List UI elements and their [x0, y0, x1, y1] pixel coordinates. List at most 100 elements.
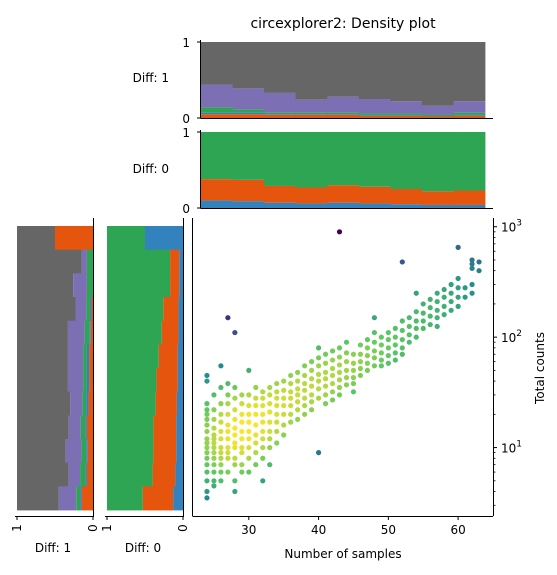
scatter-point-209 — [364, 345, 371, 351]
side0-bar-blue-11 — [80, 486, 82, 511]
side0-bar-blue-10 — [85, 462, 87, 487]
scatter-point-231 — [392, 342, 398, 348]
side1-bar-orange-5 — [158, 344, 178, 369]
side0-bar-gray-0 — [17, 226, 55, 251]
scatter-point-215 — [371, 339, 377, 345]
scatter-point-71 — [239, 401, 245, 407]
side0-bar-purple-5 — [67, 344, 84, 369]
scatter-point-67 — [232, 462, 238, 468]
scatter-point-258 — [434, 298, 440, 305]
scatter-point-3 — [204, 407, 210, 413]
top0-bar-green-0 — [201, 107, 233, 113]
top1-bar-blue-0 — [201, 200, 233, 208]
scatter-xtick-label-1: 40 — [311, 523, 326, 537]
top1-bar-blue-3 — [295, 203, 328, 208]
side0-bar-purple-10 — [68, 462, 81, 487]
top1-bar-blue-7 — [421, 204, 454, 208]
top1-bar-green-3 — [295, 132, 328, 188]
top0-bar-purple-7 — [421, 105, 454, 115]
scatter-point-63 — [232, 432, 238, 438]
scatter-point-89 — [246, 469, 252, 475]
scatter-point-108 — [260, 478, 266, 484]
top1-bar-orange-3 — [295, 187, 328, 204]
side1-bar-green-4 — [107, 320, 162, 345]
scatter-point-208 — [364, 337, 371, 343]
top0-bar-gray-8 — [453, 42, 486, 102]
scatter-point-99 — [260, 389, 266, 395]
top1-bar-orange-1 — [232, 179, 265, 202]
scatter-point-244 — [413, 290, 419, 296]
scatter-point-5 — [204, 416, 210, 422]
top0-bar-purple-3 — [295, 99, 328, 113]
side0-bar-gray-8 — [17, 415, 69, 440]
top0-bar-gray-3 — [295, 42, 328, 100]
scatter-point-279 — [469, 265, 475, 271]
scatter-point-225 — [385, 337, 391, 343]
top0-bar-green-3 — [295, 112, 328, 115]
scatter-point-42 — [218, 462, 224, 468]
scatter-point-164 — [315, 371, 322, 377]
side0-bar-orange-11 — [81, 486, 93, 511]
top0-bar-orange-4 — [327, 114, 360, 118]
scatter-point-197 — [350, 351, 357, 357]
side0-bar-purple-9 — [65, 439, 82, 464]
scatter-point-82 — [246, 402, 252, 409]
scatter-point-178 — [329, 365, 336, 372]
top0-bar-gray-6 — [390, 42, 423, 102]
scatter-point-72 — [239, 411, 245, 417]
top-panel-diff1: Diff: 1 1 0 — [133, 36, 493, 126]
scatter-point-78 — [239, 462, 245, 468]
scatter-point-187 — [336, 369, 343, 375]
scatter-point-243 — [406, 339, 412, 345]
top1-bar-orange-5 — [358, 186, 391, 204]
scatter-point-14 — [204, 469, 210, 475]
side1-bar-orange-8 — [153, 415, 177, 440]
scatter-point-7 — [204, 428, 210, 435]
scatter-point-98 — [253, 462, 259, 468]
scatter-point-88 — [246, 455, 252, 461]
scatter-point-77 — [239, 450, 245, 456]
scatter-point-154 — [309, 359, 315, 365]
scatter-point-106 — [260, 444, 266, 451]
scatter-point-57 — [232, 329, 238, 336]
side0-bar-green-1 — [86, 249, 93, 274]
scatter-point-139 — [288, 419, 294, 425]
scatter-point-29 — [211, 469, 217, 475]
scatter-point-204 — [357, 351, 364, 357]
scatter-point-195 — [343, 375, 350, 381]
side0-bar-green-6 — [83, 368, 87, 393]
side1-bar-orange-6 — [156, 368, 178, 393]
side1-bar-green-0 — [107, 226, 145, 251]
scatter-point-271 — [455, 275, 461, 282]
scatter-point-33 — [218, 384, 224, 391]
scatter-axes: 30 40 50 60 101 102 103 — [192, 218, 522, 537]
chart-title: circexplorer2: Density plot — [250, 16, 436, 32]
top1-bar-green-2 — [264, 132, 297, 186]
side1-bar-blue-5 — [177, 344, 183, 369]
scatter-point-227 — [385, 353, 391, 359]
scatter-point-176 — [329, 348, 336, 354]
side1-bar-blue-3 — [178, 297, 183, 322]
scatter-point-270 — [455, 244, 461, 250]
side0-bar-orange-5 — [89, 344, 93, 369]
side0-bar-green-7 — [82, 391, 87, 416]
scatter-point-28 — [211, 462, 217, 468]
scatter-point-43 — [218, 469, 224, 475]
scatter-point-61 — [232, 416, 238, 422]
scatter-point-202 — [350, 389, 357, 395]
side0-bar-purple-6 — [67, 368, 84, 393]
scatter-point-117 — [267, 462, 273, 468]
scatter-point-41 — [218, 455, 224, 461]
scatter-point-276 — [462, 294, 468, 300]
scatter-point-181 — [329, 389, 336, 395]
scatter-point-184 — [336, 345, 343, 351]
top0-bar-blue-8 — [453, 114, 486, 116]
scatter-point-228 — [385, 360, 391, 366]
scatter-point-4 — [204, 411, 210, 417]
side-panel-diff0-xtick-1: 1 — [100, 524, 114, 532]
top0-bar-purple-5 — [358, 99, 391, 114]
scatter-point-76 — [239, 444, 245, 451]
scatter-point-162 — [315, 355, 322, 361]
scatter-point-272 — [455, 285, 461, 291]
